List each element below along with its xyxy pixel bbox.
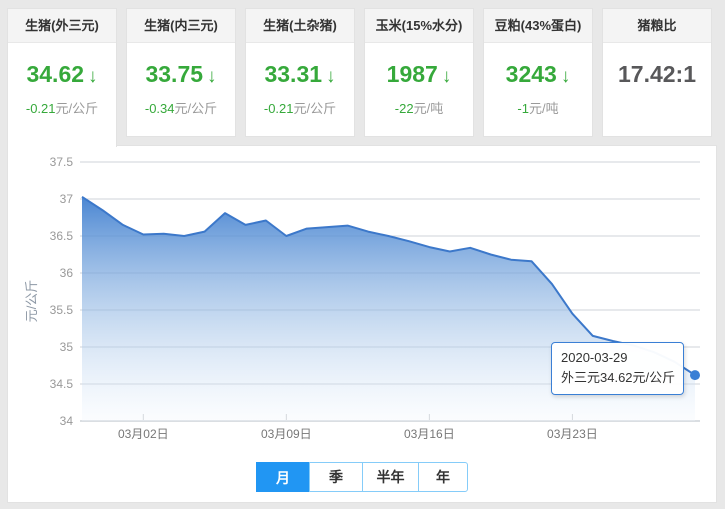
y-tick-label: 37.5 xyxy=(50,155,74,169)
card-value: 17.42:1 xyxy=(617,61,696,87)
change-value: -0.21 xyxy=(25,101,56,116)
y-tick-label: 35 xyxy=(60,340,74,354)
tooltip-date: 2020-03-29 xyxy=(561,350,628,365)
card-title: 玉米(15%水分) xyxy=(365,9,473,43)
change-unit: 元/吨 xyxy=(413,101,444,116)
price-card-tuzazhu[interactable]: 生猪(土杂猪) 33.31 ↓ -0.21元/公斤 xyxy=(245,8,355,137)
change-value: -22 xyxy=(394,101,414,116)
y-tick-label: 35.5 xyxy=(50,303,74,317)
card-title: 生猪(外三元) xyxy=(8,9,116,43)
card-title: 豆粕(43%蛋白) xyxy=(484,9,592,43)
price-card-neisanyuan[interactable]: 生猪(内三元) 33.75 ↓ -0.34元/公斤 xyxy=(126,8,236,137)
y-tick-label: 34.5 xyxy=(50,377,74,391)
tab-month[interactable]: 月 xyxy=(256,462,310,492)
card-body: 34.62 ↓ -0.21元/公斤 xyxy=(8,43,116,117)
down-arrow-icon: ↓ xyxy=(207,66,217,87)
change-unit: 元/吨 xyxy=(528,101,559,116)
card-value: 33.75 xyxy=(145,61,204,87)
x-tick-label: 03月09日 xyxy=(261,427,312,441)
card-value: 34.62 xyxy=(26,61,85,87)
down-arrow-icon: ↓ xyxy=(326,66,336,87)
price-card-waisanyuan[interactable]: 生猪(外三元) 34.62 ↓ -0.21元/公斤 xyxy=(7,8,117,147)
x-tick-label: 03月02日 xyxy=(118,427,169,441)
down-arrow-icon: ↓ xyxy=(560,66,571,87)
card-body: 3243 ↓ -1元/吨 xyxy=(484,43,592,117)
y-tick-label: 37 xyxy=(60,192,74,206)
x-tick-label: 03月23日 xyxy=(547,427,598,441)
series-line xyxy=(81,195,696,376)
last-point-marker[interactable] xyxy=(690,370,700,381)
price-card-corn[interactable]: 玉米(15%水分) 1987 ↓ -22元/吨 xyxy=(364,8,474,137)
price-cards-row: 生猪(外三元) 34.62 ↓ -0.21元/公斤 生猪(内三元) 33.75 ↓ … xyxy=(7,8,712,147)
y-tick-label: 36 xyxy=(60,266,74,280)
price-card-soymeal[interactable]: 豆粕(43%蛋白) 3243 ↓ -1元/吨 xyxy=(483,8,593,137)
price-card-hog-grain-ratio[interactable]: 猪粮比 17.42:1 xyxy=(602,8,712,137)
y-tick-label: 36.5 xyxy=(50,229,74,243)
card-title: 生猪(内三元) xyxy=(127,9,235,43)
card-title: 生猪(土杂猪) xyxy=(246,9,354,43)
change-value: -0.34 xyxy=(144,101,175,116)
x-tick-label: 03月16日 xyxy=(404,427,455,441)
change-value: -1 xyxy=(517,101,529,116)
tab-quarter[interactable]: 季 xyxy=(309,462,363,492)
period-tabs: 月 季 半年 年 xyxy=(8,462,716,492)
card-value: 1987 xyxy=(386,61,438,87)
tab-half-year[interactable]: 半年 xyxy=(362,462,419,492)
change-unit: 元/公斤 xyxy=(293,101,337,116)
card-title: 猪粮比 xyxy=(603,9,711,43)
card-body: 1987 ↓ -22元/吨 xyxy=(365,43,473,117)
change-unit: 元/公斤 xyxy=(174,101,218,116)
down-arrow-icon: ↓ xyxy=(441,66,452,87)
chart-tooltip: 2020-03-29 外三元34.62元/公斤 xyxy=(551,342,684,396)
card-body: 33.31 ↓ -0.21元/公斤 xyxy=(246,43,354,117)
area-fill xyxy=(82,196,695,421)
down-arrow-icon: ↓ xyxy=(88,66,98,87)
card-body: 17.42:1 xyxy=(603,43,711,88)
chart-panel: 34 34.5 35 35.5 36 36.5 37 37.5 03月02日 03月09日 03月1… xyxy=(7,145,717,503)
change-unit: 元/公斤 xyxy=(55,101,99,116)
price-area-chart[interactable]: 34 34.5 35 35.5 36 36.5 37 37.5 03月02日 03月09日 03月1… xyxy=(8,146,716,502)
x-axis-ticks: 03月02日 03月09日 03月16日 03月23日 xyxy=(118,414,598,441)
y-tick-label: 34 xyxy=(60,414,74,428)
card-value: 33.31 xyxy=(264,61,323,87)
y-axis-title: 元/公斤 xyxy=(24,279,39,323)
tab-year[interactable]: 年 xyxy=(418,462,468,492)
card-value: 3243 xyxy=(505,61,557,87)
change-value: -0.21 xyxy=(263,101,294,116)
tooltip-value: 外三元34.62元/公斤 xyxy=(561,370,676,386)
card-body: 33.75 ↓ -0.34元/公斤 xyxy=(127,43,235,117)
